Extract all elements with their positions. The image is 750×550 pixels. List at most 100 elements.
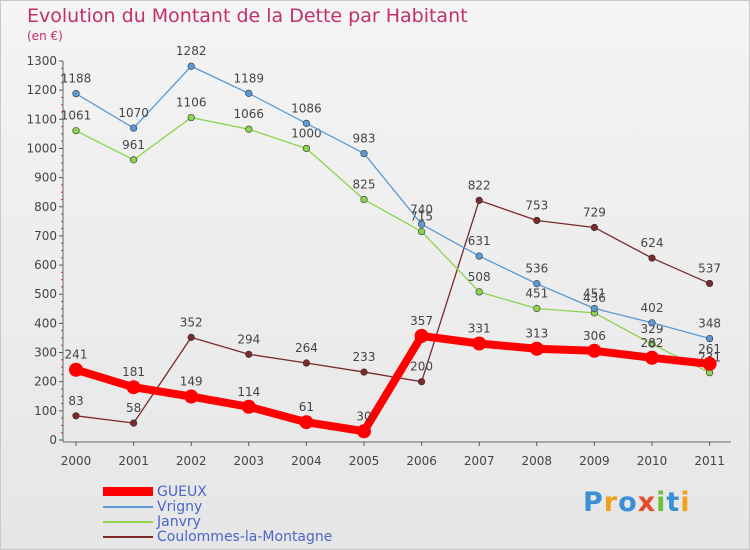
data-point [648,319,656,327]
data-point [72,90,80,98]
data-point [475,288,483,296]
x-tick-label: 2000 [61,454,92,468]
data-point [418,378,426,386]
x-tick-label: 2011 [694,454,725,468]
data-point [645,350,659,365]
data-point [302,359,311,367]
legend-swatch-gueux [103,487,153,496]
legend-label-vrigny: Vrigny [157,498,203,515]
data-label: 294 [237,332,260,346]
data-point [533,216,541,225]
y-tick-label: 400 [34,316,57,330]
data-point [475,252,483,260]
y-tick-label: 100 [34,404,57,418]
data-label: 331 [468,322,491,336]
series-line-2 [75,116,710,374]
data-label: 624 [641,236,664,250]
data-point [357,424,371,439]
x-tick-label: 2009 [579,454,610,468]
data-point [587,343,602,358]
x-tick-label: 2003 [234,454,265,468]
y-tick-label: 300 [34,346,57,360]
data-label: 1282 [176,44,207,58]
series-line-1 [75,65,710,340]
data-point [360,368,368,376]
data-label: 536 [525,262,548,276]
data-point [529,341,544,356]
data-point [418,220,426,228]
y-tick-label: 0 [49,433,57,447]
data-label: 61 [299,400,314,414]
data-label: 1000 [291,126,322,140]
data-label: 1061 [61,109,92,123]
data-label: 740 [410,202,433,216]
data-label: 822 [468,178,491,192]
data-label: 631 [468,234,491,248]
data-label: 58 [126,401,141,415]
data-label: 200 [410,360,433,374]
data-point [533,304,541,313]
data-label: 114 [237,385,260,399]
data-label: 402 [641,301,664,315]
y-tick-label: 700 [34,229,57,243]
data-point [130,419,138,427]
data-point [187,333,195,341]
data-label: 451 [583,287,606,301]
data-point [130,156,138,164]
data-label: 1189 [234,71,265,85]
data-label: 729 [583,205,606,219]
data-point [360,195,368,204]
x-tick-label: 2005 [349,454,380,468]
data-label: 30 [356,409,371,423]
data-point [705,279,714,288]
x-tick-label: 2002 [176,454,207,468]
unit-label: (en €) [27,29,63,43]
legend-label-coulommes: Coulommes-la-Montagne [157,528,333,545]
data-label: 149 [180,375,203,389]
data-point [187,62,195,70]
y-tick-label: 200 [34,375,57,389]
data-label: 1086 [291,101,322,115]
y-tick-label: 1300 [26,54,57,68]
data-point [72,127,80,135]
data-label: 313 [525,327,548,341]
data-label: 983 [353,131,376,145]
data-point [245,125,253,133]
x-tick-label: 2004 [291,454,322,468]
x-tick-label: 2008 [522,454,553,468]
data-point [702,356,717,371]
y-tick-label: 1200 [26,83,57,97]
legend-item-vrigny: Vrigny [103,498,332,515]
data-label: 357 [410,314,433,328]
y-tick-label: 1000 [26,141,57,155]
legend-label-janvry: Janvry [157,513,201,530]
data-point [705,334,714,343]
x-tick-label: 2006 [406,454,437,468]
y-tick-label: 900 [34,171,57,185]
data-point [245,89,253,97]
data-label: 825 [353,177,376,191]
y-tick-label: 500 [34,287,57,301]
legend-swatch-vrigny [103,505,153,508]
data-point [184,389,199,404]
data-label: 1066 [234,107,265,121]
x-tick-label: 2001 [118,454,149,468]
y-tick-label: 600 [34,258,57,272]
data-point [360,149,368,158]
legend-item-janvry: Janvry [103,513,332,530]
data-label: 241 [65,348,88,362]
data-label: 233 [353,350,376,364]
data-label: 181 [122,365,145,379]
series-line-0 [74,331,711,436]
data-label: 264 [295,341,318,355]
data-point [590,223,599,232]
data-label: 261 [698,342,721,356]
data-label: 282 [641,336,664,350]
legend-label-gueux: GUEUX [157,483,207,500]
data-label: 537 [698,261,721,275]
data-label: 352 [180,315,203,329]
data-point [414,328,429,343]
data-point [590,304,599,313]
